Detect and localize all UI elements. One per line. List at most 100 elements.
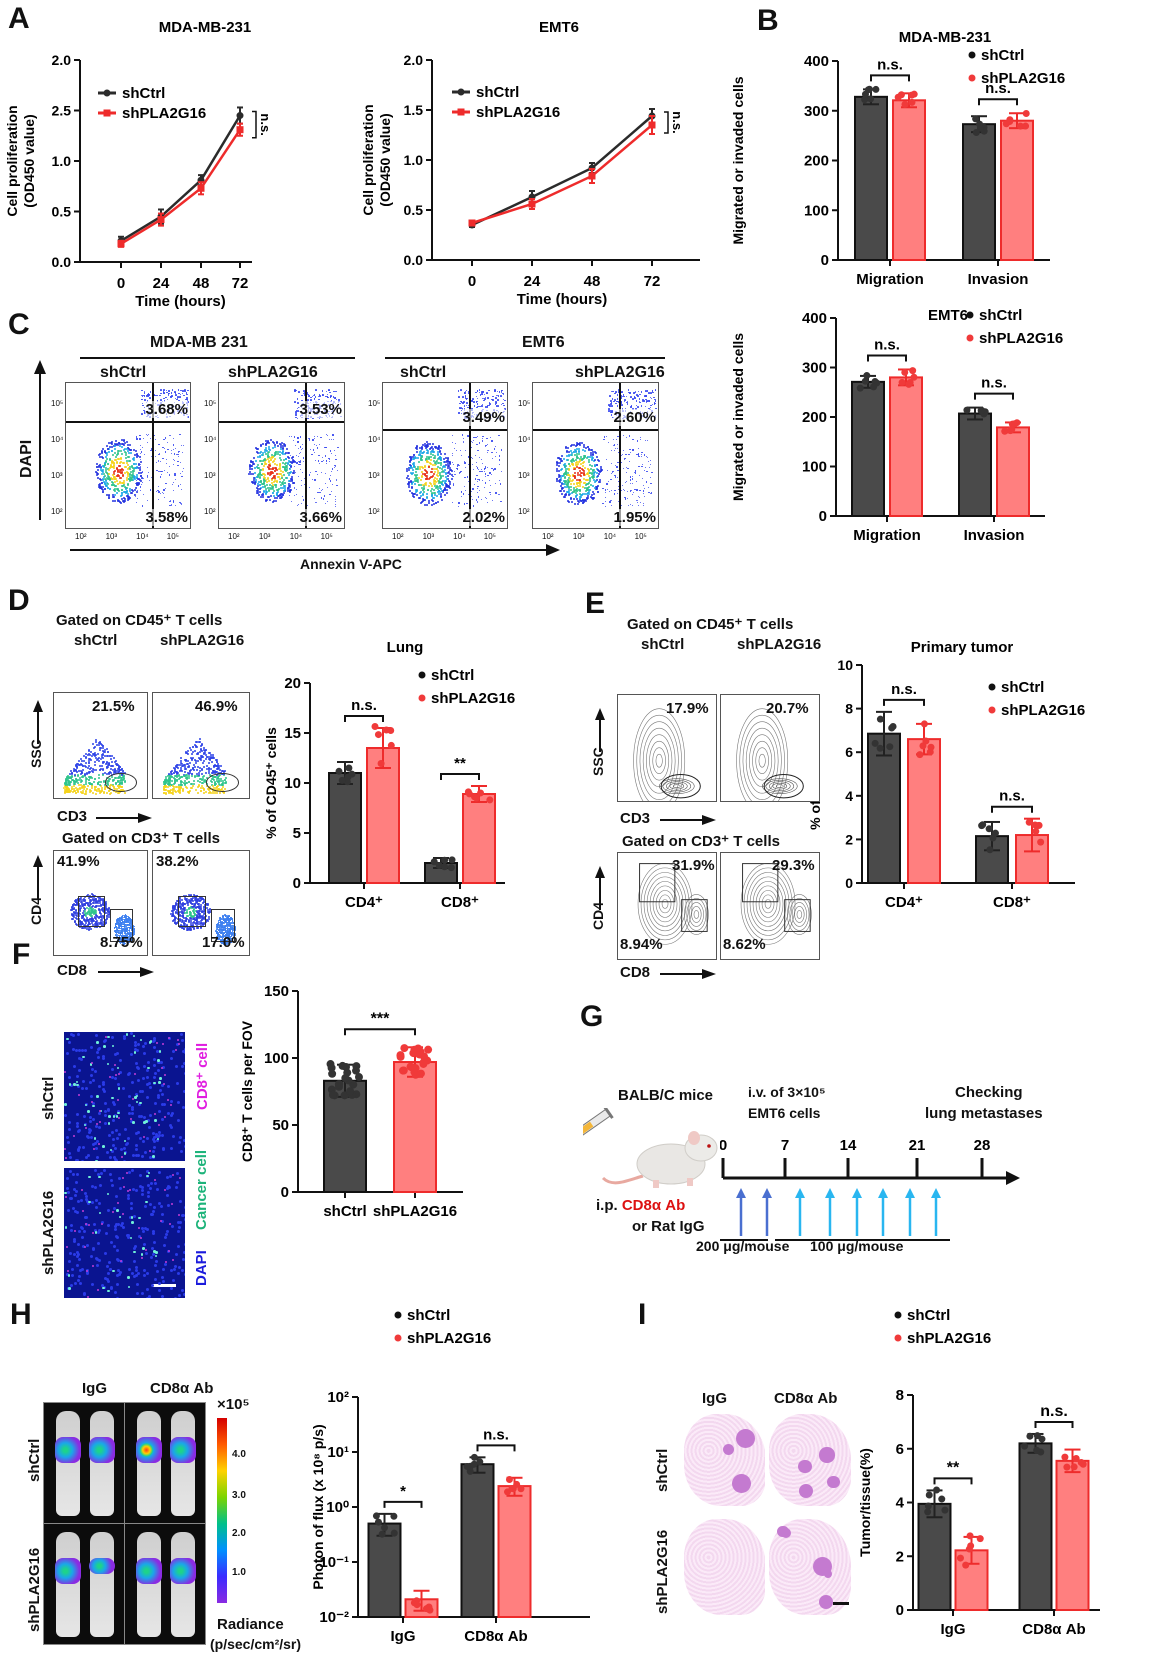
x-tick-label: IgG [391, 1628, 416, 1645]
event-dot [497, 405, 499, 407]
legend-marker-shpla2g16 [103, 109, 111, 117]
event-dot [481, 458, 483, 460]
significance-bracket [870, 74, 910, 82]
event-dot [425, 478, 428, 481]
event-dot [614, 392, 616, 395]
event-dot [70, 774, 73, 777]
event-dot [475, 391, 477, 394]
quadrant-gate-vertical [305, 383, 307, 528]
event-dot [429, 481, 432, 484]
event-dot [429, 463, 432, 466]
event-dot [95, 462, 98, 465]
event-dot [629, 476, 632, 478]
event-dot [124, 486, 127, 489]
event-dot [613, 493, 615, 495]
event-dot [584, 492, 586, 495]
event-dot [614, 399, 616, 401]
event-dot [283, 444, 286, 447]
event-dot [444, 480, 447, 483]
x-axis-label: Time (hours) [135, 293, 226, 310]
event-dot [322, 394, 324, 396]
event-dot [106, 494, 109, 497]
event-dot [440, 452, 443, 455]
event-dot [452, 455, 454, 457]
event-dot [93, 764, 96, 767]
event-dot [141, 398, 143, 401]
event-dot [257, 487, 260, 490]
event-dot [266, 451, 269, 454]
event-dot [272, 480, 275, 483]
event-dot [106, 444, 109, 447]
legend-marker-shctrl [457, 88, 465, 96]
event-dot [426, 451, 429, 454]
event-dot [450, 477, 453, 480]
panel-label-a: A [8, 2, 30, 35]
event-dot [432, 450, 435, 453]
event-dot [334, 464, 336, 467]
event-dot [325, 390, 327, 393]
event-dot [251, 482, 254, 485]
event-dot [446, 491, 449, 494]
event-dot [178, 451, 180, 453]
event-dot [478, 389, 481, 391]
event-dot [458, 396, 460, 398]
data-point [1026, 1432, 1034, 1440]
data-point [410, 1068, 419, 1077]
event-dot [267, 442, 270, 445]
y-tick-label: 0 [845, 875, 853, 891]
event-dot [436, 480, 439, 483]
event-dot [259, 480, 262, 483]
event-dot [433, 456, 436, 459]
event-dot [262, 478, 265, 481]
event-dot [434, 493, 437, 496]
event-dot [277, 444, 279, 447]
event-dot [411, 486, 414, 489]
event-dot [637, 390, 640, 393]
event-dot [431, 476, 434, 479]
event-dot [579, 488, 582, 491]
event-dot [444, 468, 447, 471]
event-dot [500, 483, 502, 485]
event-dot [315, 389, 317, 391]
event-dot [141, 446, 143, 448]
event-dot [432, 456, 435, 459]
event-dot [308, 486, 311, 489]
event-dot [179, 503, 181, 505]
event-dot [329, 396, 332, 398]
event-dot [172, 792, 175, 795]
event-dot [295, 389, 297, 392]
event-dot [140, 483, 142, 486]
event-dot [489, 472, 491, 474]
event-dot [197, 791, 200, 794]
event-dot [136, 475, 139, 478]
significance-bracket [664, 111, 669, 134]
event-dot [458, 412, 461, 414]
y-tick-label: 100 [264, 1050, 289, 1067]
event-dot [332, 434, 334, 436]
event-dot [272, 476, 275, 479]
event-dot [575, 461, 578, 464]
event-dot [148, 394, 150, 396]
event-dot [484, 476, 486, 478]
event-dot [117, 458, 120, 461]
event-dot [127, 475, 130, 478]
event-dot [406, 468, 409, 471]
event-dot [646, 470, 648, 472]
legend-marker-shpla2g16 [968, 74, 976, 82]
event-dot [289, 486, 291, 489]
event-dot [124, 471, 127, 474]
event-dot [437, 446, 440, 449]
event-dot [156, 394, 158, 397]
event-dot [290, 466, 293, 469]
event-dot [296, 494, 298, 496]
event-dot [496, 390, 499, 393]
event-dot [427, 499, 430, 502]
event-dot [159, 394, 161, 397]
event-dot [108, 487, 111, 490]
data-point [464, 788, 472, 796]
event-dot [575, 444, 578, 447]
event-dot [463, 401, 465, 403]
event-dot [117, 451, 120, 454]
x-tick-label: 24 [524, 273, 541, 290]
event-dot [407, 475, 410, 478]
